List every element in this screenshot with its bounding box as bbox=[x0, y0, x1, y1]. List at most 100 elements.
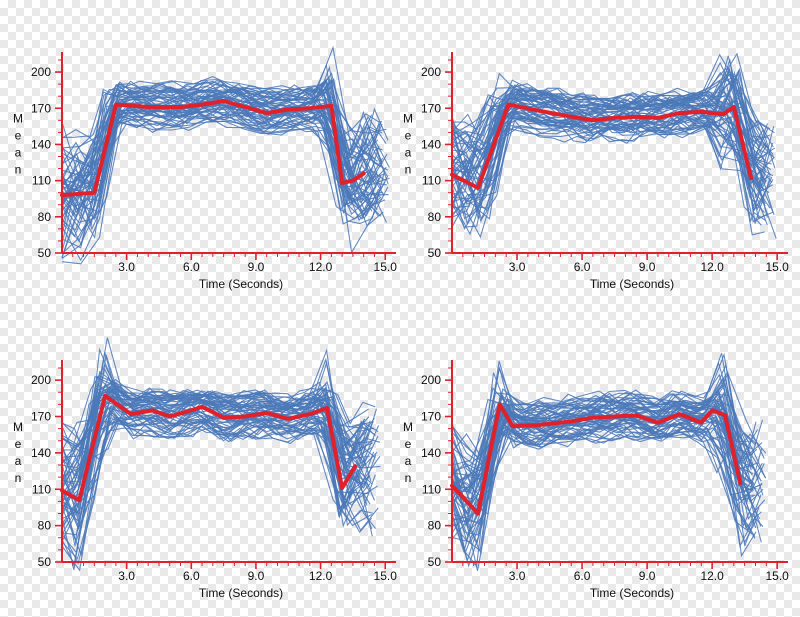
y-tick-label: 140 bbox=[421, 446, 441, 460]
trial-line bbox=[61, 115, 382, 265]
trial-line bbox=[451, 405, 762, 506]
y-tick-label: 200 bbox=[31, 65, 51, 79]
x-tick-label: 3.0 bbox=[118, 569, 135, 583]
trial-line bbox=[61, 78, 376, 159]
trial-line bbox=[451, 402, 750, 500]
x-tick-label: 9.0 bbox=[248, 569, 265, 583]
trial-line bbox=[451, 422, 757, 529]
trial-line bbox=[61, 383, 374, 460]
trial-line bbox=[451, 426, 758, 572]
panel-top-right: 3.0 6.0 9.0 12.0 15.0 50 80 110 140 170 200 Time (S… bbox=[403, 52, 789, 291]
trial-line bbox=[61, 357, 380, 477]
axes bbox=[445, 52, 788, 260]
y-tick-label: 140 bbox=[31, 446, 51, 460]
trial-line bbox=[61, 417, 367, 523]
y-tick-label: 200 bbox=[421, 65, 441, 79]
y-tick-label: 80 bbox=[428, 519, 442, 533]
trial-line bbox=[451, 118, 773, 215]
x-tick-label: 15.0 bbox=[374, 569, 398, 583]
x-axis-title: Time (Seconds) bbox=[590, 586, 674, 600]
y-tick-label: 50 bbox=[428, 555, 442, 569]
x-tick-label: 9.0 bbox=[639, 569, 656, 583]
y-tick-label: 140 bbox=[31, 137, 51, 151]
y-tick-label: 80 bbox=[38, 210, 52, 224]
y-tick-label: 110 bbox=[32, 482, 51, 496]
mean-line bbox=[450, 402, 743, 516]
trial-line bbox=[451, 70, 770, 195]
trial-line bbox=[451, 370, 765, 466]
y-tick-label: 200 bbox=[31, 373, 51, 387]
axes bbox=[445, 360, 788, 569]
trial-line bbox=[451, 403, 754, 490]
x-tick-label: 3.0 bbox=[118, 260, 135, 274]
x-tick-label: 12.0 bbox=[309, 569, 333, 583]
trial-line bbox=[61, 417, 371, 528]
y-tick-label: 80 bbox=[428, 210, 442, 224]
trial-line bbox=[61, 76, 377, 181]
y-tick-label: 110 bbox=[422, 482, 441, 496]
y-tick-label: 50 bbox=[38, 555, 52, 569]
trial-line bbox=[451, 352, 754, 482]
y-tick-label: 50 bbox=[428, 246, 442, 260]
x-tick-label: 6.0 bbox=[183, 260, 200, 274]
y-tick-label: 110 bbox=[422, 174, 441, 188]
y-tick-label: 170 bbox=[31, 101, 51, 115]
trial-line bbox=[451, 69, 769, 173]
y-tick-label: 170 bbox=[421, 101, 441, 115]
trial-line bbox=[61, 418, 373, 544]
x-tick-label: 3.0 bbox=[509, 260, 526, 274]
y-tick-label: 110 bbox=[32, 174, 51, 188]
x-axis-title: Time (Seconds) bbox=[590, 277, 674, 291]
axes bbox=[55, 52, 396, 260]
trial-line bbox=[61, 389, 367, 503]
trial-line bbox=[61, 401, 376, 511]
y-tick-label: 50 bbox=[38, 246, 52, 260]
x-tick-label: 15.0 bbox=[374, 260, 398, 274]
mean-line bbox=[60, 393, 358, 503]
trial-line bbox=[451, 412, 756, 537]
trial-lines bbox=[451, 352, 767, 572]
x-tick-label: 6.0 bbox=[574, 569, 591, 583]
trial-lines bbox=[451, 52, 777, 239]
x-tick-label: 12.0 bbox=[309, 260, 333, 274]
x-tick-label: 15.0 bbox=[765, 569, 789, 583]
x-tick-label: 12.0 bbox=[700, 569, 724, 583]
trial-line bbox=[61, 98, 383, 214]
axes bbox=[55, 360, 396, 569]
mean-line bbox=[450, 102, 754, 190]
trial-line bbox=[61, 414, 371, 542]
trial-line bbox=[451, 365, 752, 464]
trial-line bbox=[451, 113, 762, 228]
x-tick-label: 9.0 bbox=[639, 260, 656, 274]
trial-line bbox=[61, 367, 376, 480]
trial-line bbox=[61, 110, 380, 255]
trial-line bbox=[451, 107, 774, 228]
x-tick-label: 3.0 bbox=[509, 569, 526, 583]
x-axis-title: Time (Seconds) bbox=[199, 586, 283, 600]
mean-line bbox=[60, 99, 366, 198]
y-tick-label: 80 bbox=[38, 519, 52, 533]
trial-lines bbox=[61, 337, 381, 572]
x-tick-label: 6.0 bbox=[574, 260, 591, 274]
y-tick-label: 140 bbox=[421, 137, 441, 151]
panel-bottom-right: 3.0 6.0 9.0 12.0 15.0 50 80 110 140 170 200 Time (S… bbox=[403, 352, 789, 600]
y-tick-label: 170 bbox=[31, 410, 51, 424]
panel-top-left: 3.0 6.0 9.0 12.0 15.0 50 80 110 140 170 200 Time (S… bbox=[13, 45, 398, 291]
y-tick-label: 170 bbox=[421, 410, 441, 424]
x-tick-label: 6.0 bbox=[183, 569, 200, 583]
y-tick-label: 200 bbox=[421, 373, 441, 387]
panel-bottom-left: 3.0 6.0 9.0 12.0 15.0 50 80 110 140 170 200 Time (S… bbox=[13, 337, 398, 600]
x-tick-label: 12.0 bbox=[700, 260, 724, 274]
x-axis-title: Time (Seconds) bbox=[199, 277, 283, 291]
trial-line bbox=[451, 424, 760, 546]
trial-line bbox=[61, 425, 370, 560]
x-tick-label: 15.0 bbox=[765, 260, 789, 274]
x-tick-label: 9.0 bbox=[248, 260, 265, 274]
trial-lines bbox=[61, 45, 390, 265]
trial-line bbox=[61, 409, 371, 514]
